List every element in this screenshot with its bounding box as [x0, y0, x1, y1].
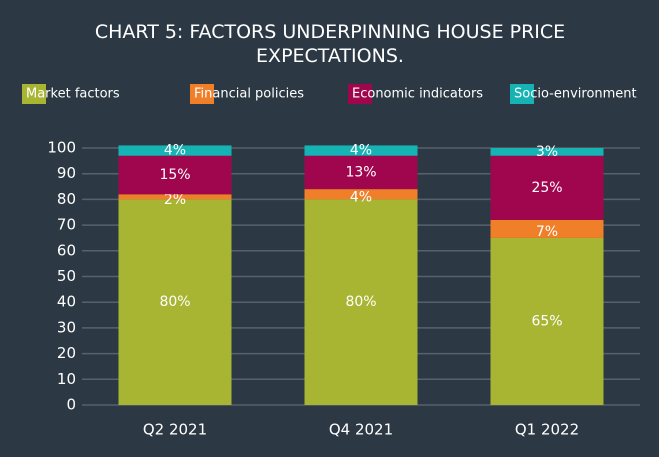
y-tick-label: 20 — [57, 344, 76, 362]
bar-segment — [490, 237, 604, 405]
bar-segment — [118, 145, 232, 156]
value-label: 4% — [350, 143, 372, 159]
bar-segment — [118, 194, 232, 200]
y-tick-label: 50 — [57, 267, 76, 285]
bar-segment — [304, 199, 418, 405]
x-tick-label: Q4 2021 — [329, 421, 393, 439]
y-tick-label: 100 — [47, 139, 76, 157]
value-label: 7% — [536, 224, 558, 240]
bar-segment — [490, 219, 604, 238]
legend-swatch — [22, 84, 46, 104]
y-tick-label: 90 — [57, 164, 76, 182]
bar-segment — [490, 155, 604, 220]
value-label: 80% — [345, 294, 376, 310]
legend-label: Socio-environment — [514, 87, 637, 102]
value-label: 4% — [350, 189, 372, 205]
legend-swatch — [348, 84, 372, 104]
legend-label: Economic indicators — [352, 87, 483, 102]
value-label: 15% — [159, 167, 190, 183]
bar-segment — [304, 189, 418, 200]
chart-title: CHART 5: FACTORS UNDERPINNING HOUSE PRIC… — [94, 21, 566, 67]
bar-segment — [304, 155, 418, 190]
y-tick-label: 70 — [57, 216, 76, 234]
y-tick-label: 30 — [57, 318, 76, 336]
legend-swatch — [510, 84, 534, 104]
legend-swatch — [190, 84, 214, 104]
x-tick-label: Q1 2022 — [515, 421, 579, 439]
y-tick-label: 60 — [57, 241, 76, 259]
y-tick-label: 40 — [57, 293, 76, 311]
legend-label: Financial policies — [194, 87, 304, 102]
value-label: 13% — [345, 164, 376, 180]
bar-segment — [118, 199, 232, 405]
value-label: 80% — [159, 294, 190, 310]
value-label: 25% — [531, 180, 562, 196]
x-tick-label: Q2 2021 — [143, 421, 207, 439]
y-tick-label: 80 — [57, 190, 76, 208]
bar-segment — [304, 145, 418, 156]
y-tick-label: 10 — [57, 370, 76, 388]
value-label: 65% — [531, 313, 562, 329]
bar-segment — [118, 155, 232, 195]
y-tick-label: 0 — [66, 396, 76, 414]
value-label: 3% — [536, 144, 558, 160]
bar-segment — [490, 148, 604, 156]
legend-label: Market factors — [26, 87, 120, 102]
value-label: 4% — [164, 143, 186, 159]
value-label: 2% — [164, 192, 186, 208]
